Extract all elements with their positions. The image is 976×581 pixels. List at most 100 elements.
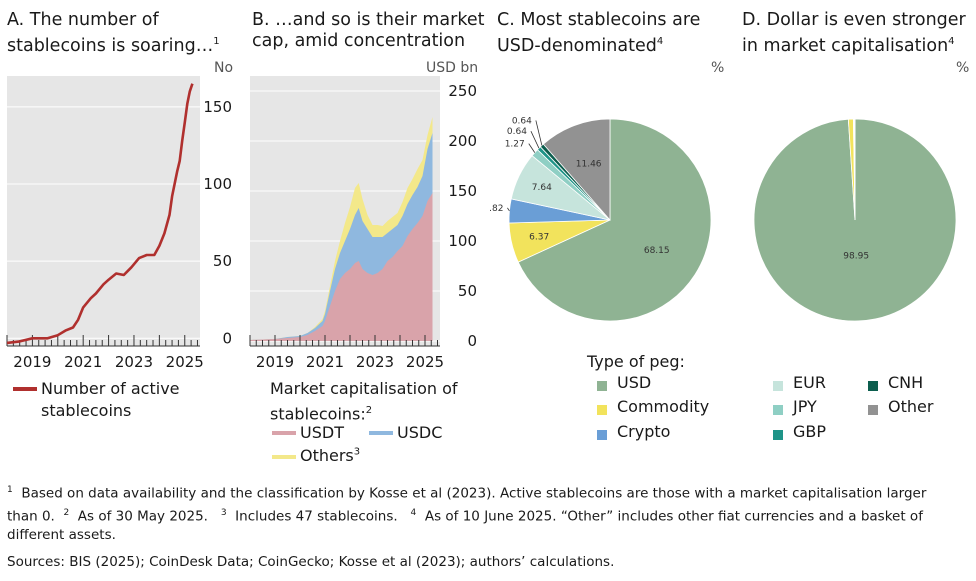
legend-b-others-label: Others3: [300, 446, 360, 465]
peg-legend-label-jpy: JPY: [793, 397, 817, 416]
chart-c-data-label: 3.82: [490, 204, 503, 214]
panel-d-unit: %: [956, 60, 970, 76]
chart-c-leader-line: [528, 143, 536, 153]
legend-a-label-line1: Number of active: [41, 379, 180, 398]
chart-a-xtick-label: 2025: [166, 353, 204, 371]
fn3-sup: 3: [220, 507, 227, 518]
chart-a-series-line: [6, 83, 194, 345]
peg-legend-swatch-jpy: [773, 405, 783, 415]
peg-legend-swatch-other: [868, 405, 878, 415]
peg-legend-label-other: Other: [888, 397, 934, 416]
chart-a-ytick-label: 50: [213, 252, 232, 270]
legend-b-title: Market capitalisation of stablecoins:2: [270, 378, 458, 425]
chart-b-ytick-label: 0: [467, 332, 477, 350]
panel-c-title: C. Most stablecoins are USD-denominated4: [497, 10, 700, 57]
chart-c-leader-line: [507, 207, 510, 212]
chart-a-ytick-label: 0: [222, 329, 232, 347]
chart-a-xtick-label: 2019: [13, 353, 51, 371]
panel-a-unit: No: [214, 60, 234, 76]
chart-b-area-usdt: [250, 193, 433, 341]
panel-c-title-line2: USD-denominated: [497, 35, 657, 56]
legend-b-usdc-swatch: [369, 431, 393, 435]
chart-b-ytick-label: 150: [448, 182, 477, 200]
peg-legend-label-crypto: Crypto: [617, 422, 671, 441]
panel-b-title: B. …and so is their market cap, amid conc…: [252, 10, 485, 52]
chart-b-xtick-label: 2023: [356, 353, 394, 371]
panel-c-title-sup: 4: [656, 36, 664, 47]
panel-a-title-line2: stablecoins is soaring…: [7, 35, 214, 56]
chart-c-slice-usd: [517, 118, 712, 322]
fn3-text: Includes 47 stablecoins.: [235, 508, 398, 524]
fn2-text: As of 30 May 2025.: [77, 508, 208, 524]
peg-legend-swatch-commodity: [597, 405, 607, 415]
fn4-sup: 4: [410, 507, 417, 518]
chart-b-xtick-label: 2021: [306, 353, 344, 371]
fn1b-text: than 0.: [7, 508, 55, 524]
panel-a-title: A. The number of stablecoins is soaring…1: [7, 10, 220, 57]
chart-b-ytick-label: 50: [458, 282, 477, 300]
chart-c-data-label: 0.64: [507, 127, 527, 137]
chart-a-plot-bg: [7, 76, 200, 346]
peg-legend-swatch-eur: [773, 381, 783, 391]
chart-c-data-label: 1.27: [505, 140, 525, 150]
legend-a-label-line2: stablecoins: [41, 401, 132, 420]
peg-legend-label-usd: USD: [617, 373, 652, 392]
legend-b-others-sup: 3: [353, 446, 361, 458]
legend-a-swatch: [13, 387, 37, 391]
fn1-sup: 1: [7, 485, 13, 495]
chart-c-pie: 68.15 6.37 3.82 7.64 1.27 0.640.64 11.46: [490, 116, 712, 322]
peg-legend-label-gbp: GBP: [793, 422, 827, 441]
chart-a-ytick-label: 150: [203, 98, 232, 116]
panel-d-title-line1: D. Dollar is even stronger: [742, 10, 966, 30]
chart-d-pie: 98.95: [753, 118, 957, 322]
chart-c-data-label: 7.64: [532, 183, 552, 193]
chart-c-data-label: 6.37: [529, 233, 549, 243]
legend-b-usdt-swatch: [272, 431, 296, 435]
panel-b-title-line2: cap, amid concentration: [252, 31, 466, 51]
peg-legend-label-cnh: CNH: [888, 373, 924, 392]
panel-c-unit: %: [711, 60, 725, 76]
peg-legend-swatch-gbp: [773, 430, 783, 440]
panel-d-title: D. Dollar is even stronger in market capi…: [742, 10, 966, 57]
chart-b-xtick-label: 2025: [406, 353, 444, 371]
panel-c-title-line1: C. Most stablecoins are: [497, 10, 701, 30]
fn1-text: Based on data availability and the class…: [21, 485, 927, 502]
fn4b-text: different assets.: [7, 527, 116, 543]
chart-c-data-label: 11.46: [576, 159, 602, 169]
panel-b-title-line1: B. …and so is their market: [252, 10, 485, 30]
chart-b-ytick-label: 200: [448, 132, 477, 150]
chart-c-leader-line: [530, 131, 540, 149]
legend-b-others-swatch: [272, 455, 296, 459]
legend-b-title-sup: 2: [365, 405, 373, 416]
peg-legend-label-commodity: Commodity: [617, 397, 710, 416]
chart-b-ytick-label: 100: [448, 232, 477, 250]
chart-a-ytick-label: 100: [203, 175, 232, 193]
legend-b-title-line1: Market capitalisation of: [270, 379, 458, 398]
legend-b-usdc-label: USDC: [397, 423, 443, 442]
panel-a-title-line1: A. The number of: [7, 10, 159, 30]
chart-c-data-label: 0.64: [512, 116, 532, 126]
panel-d-title-line2: in market capitalisation: [742, 35, 949, 56]
footnotes: 1 Based on data availability and the cla…: [7, 481, 969, 545]
chart-b-xtick-label: 2019: [256, 353, 294, 371]
legend-a-label: Number of active stablecoins: [41, 378, 180, 422]
peg-legend-label-eur: EUR: [793, 373, 826, 392]
peg-legend-swatch-cnh: [868, 381, 878, 391]
chart-a: 0 50 100 150 2019 2021 2023 2025: [6, 76, 232, 371]
panel-b-unit: USD bn: [426, 60, 479, 76]
peg-legend-swatch-crypto: [597, 430, 607, 440]
fn4-text: As of 10 June 2025. “Other” includes oth…: [424, 508, 923, 524]
chart-a-xtick-label: 2021: [64, 353, 102, 371]
chart-d-data-label: 98.95: [843, 251, 869, 261]
peg-legend-swatch-usd: [597, 381, 607, 391]
chart-c-leader-line: [535, 120, 543, 146]
sources: Sources: BIS (2025); CoinDesk Data; Coin…: [7, 554, 615, 570]
chart-b: 0 50 100 150 200 250 2019 2021 2023 2025: [249, 76, 477, 371]
fn2-sup: 2: [63, 507, 70, 518]
peg-legend-title: Type of peg:: [587, 352, 685, 371]
chart-b-ytick-label: 250: [448, 82, 477, 100]
legend-b-title-line2: stablecoins:: [270, 404, 366, 424]
panel-a-title-sup: 1: [213, 36, 220, 47]
legend-b-usdt-label: USDT: [300, 423, 344, 442]
panel-d-title-sup: 4: [948, 36, 955, 47]
